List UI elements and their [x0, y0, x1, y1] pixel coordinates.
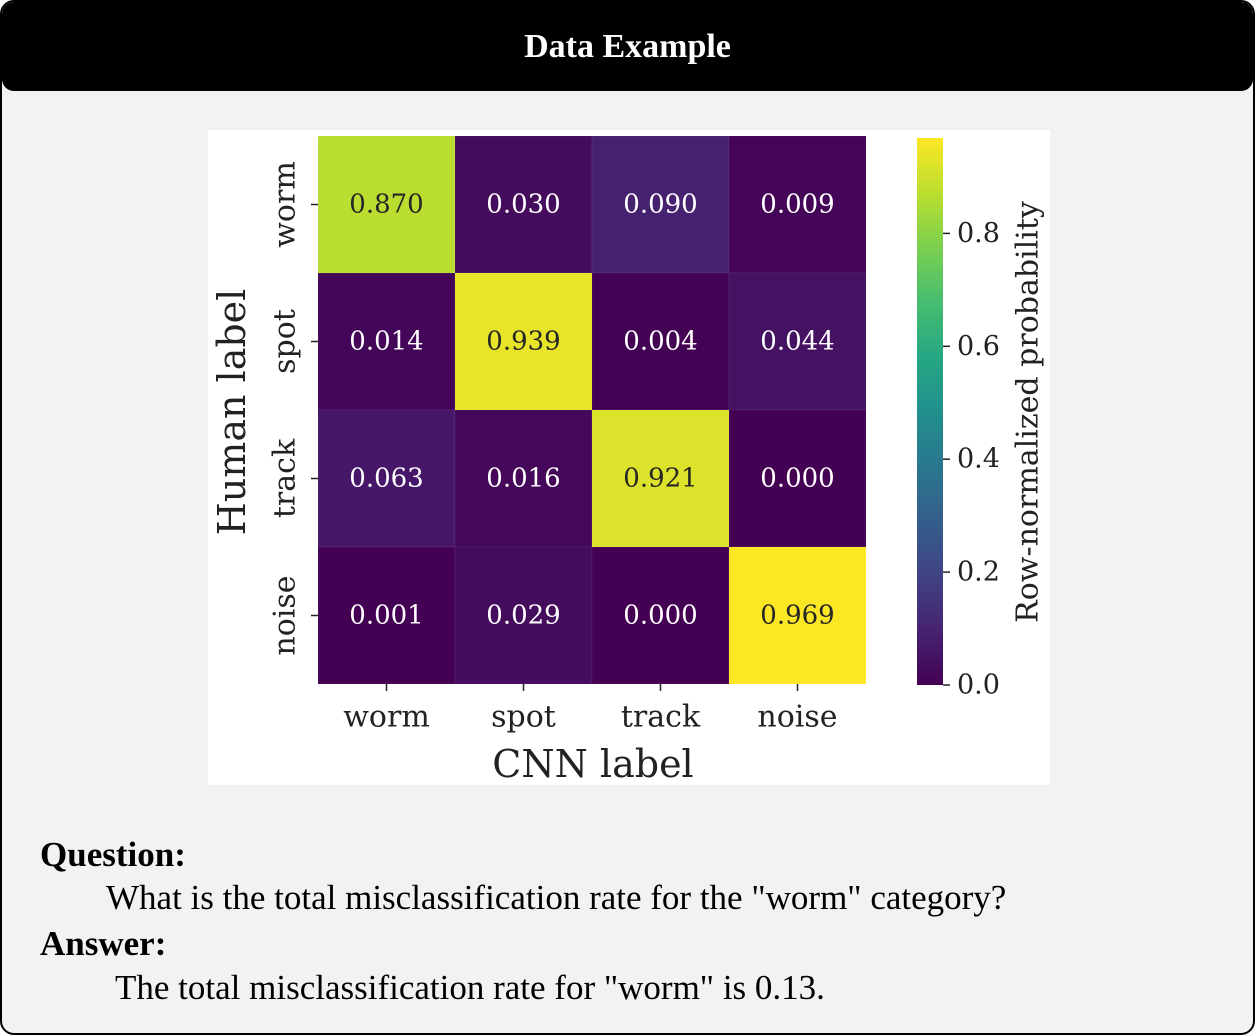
- heatmap-cell: [454, 272, 593, 411]
- y-tick-label: worm: [268, 161, 303, 248]
- cell-value-label: 0.001: [349, 601, 423, 631]
- heatmap-cell: [317, 546, 456, 685]
- y-axis-title: Human label: [210, 289, 254, 536]
- colorbar-tick-label: 0.2: [957, 557, 1000, 588]
- confusion-matrix-chart: 0.870 0.030 0.090 0.009 0.014 0.939 0.004 0.044…: [208, 130, 1050, 785]
- cell-value-label: 0.921: [623, 464, 697, 494]
- cell-value-label: 0.090: [623, 190, 697, 220]
- cell-value-label: 0.009: [760, 190, 834, 220]
- cell-value-label: 0.029: [486, 601, 560, 631]
- heatmap-cell: [591, 546, 730, 685]
- cell-value-label: 0.969: [760, 601, 834, 631]
- heatmap-cell: [728, 409, 867, 548]
- colorbar-tick-label: 0.8: [957, 218, 1000, 249]
- answer-label: Answer:: [40, 924, 167, 963]
- y-tick-label: track: [268, 438, 303, 518]
- heatmap-cell: [728, 272, 867, 411]
- heatmap-cell: [454, 409, 593, 548]
- colorbar-tick-label: 0.0: [957, 670, 1000, 701]
- cell-value-label: 0.870: [349, 190, 423, 220]
- colorbar-title: Row-normalized probability: [1011, 201, 1046, 623]
- y-tick-label: spot: [268, 309, 303, 374]
- cell-value-label: 0.004: [623, 327, 697, 357]
- cell-value-label: 0.044: [760, 327, 834, 357]
- cell-value-label: 0.000: [623, 601, 697, 631]
- x-tick-label: track: [621, 700, 701, 735]
- x-tick-label: noise: [757, 700, 837, 735]
- heatmap-cell: [317, 272, 456, 411]
- heatmap-cell: [317, 135, 456, 274]
- x-axis-title: CNN label: [492, 742, 693, 785]
- heatmap-cell: [591, 135, 730, 274]
- x-tick-label: spot: [491, 700, 556, 735]
- colorbar-tick-label: 0.4: [957, 444, 1000, 475]
- cell-value-label: 0.939: [486, 327, 560, 357]
- cell-value-label: 0.016: [486, 464, 560, 494]
- y-tick-label: noise: [268, 575, 303, 655]
- heatmap-cell: [454, 135, 593, 274]
- cell-value-label: 0.063: [349, 464, 423, 494]
- heatmap-cell: [728, 546, 867, 685]
- colorbar: [917, 138, 943, 685]
- heatmap-svg: 0.870 0.030 0.090 0.009 0.014 0.939 0.004 0.044…: [210, 135, 1046, 785]
- heatmap-cell: [728, 135, 867, 274]
- answer-text: The total misclassification rate for "wo…: [115, 968, 825, 1007]
- x-tick-label: worm: [343, 700, 430, 735]
- question-label: Question:: [40, 835, 186, 874]
- cell-value-label: 0.014: [349, 327, 423, 357]
- heatmap-cell: [454, 546, 593, 685]
- question-text: What is the total misclassification rate…: [106, 878, 1007, 917]
- cell-value-label: 0.000: [760, 464, 834, 494]
- cell-value-label: 0.030: [486, 190, 560, 220]
- card-title: Data Example: [2, 2, 1253, 91]
- colorbar-tick-label: 0.6: [957, 331, 1000, 362]
